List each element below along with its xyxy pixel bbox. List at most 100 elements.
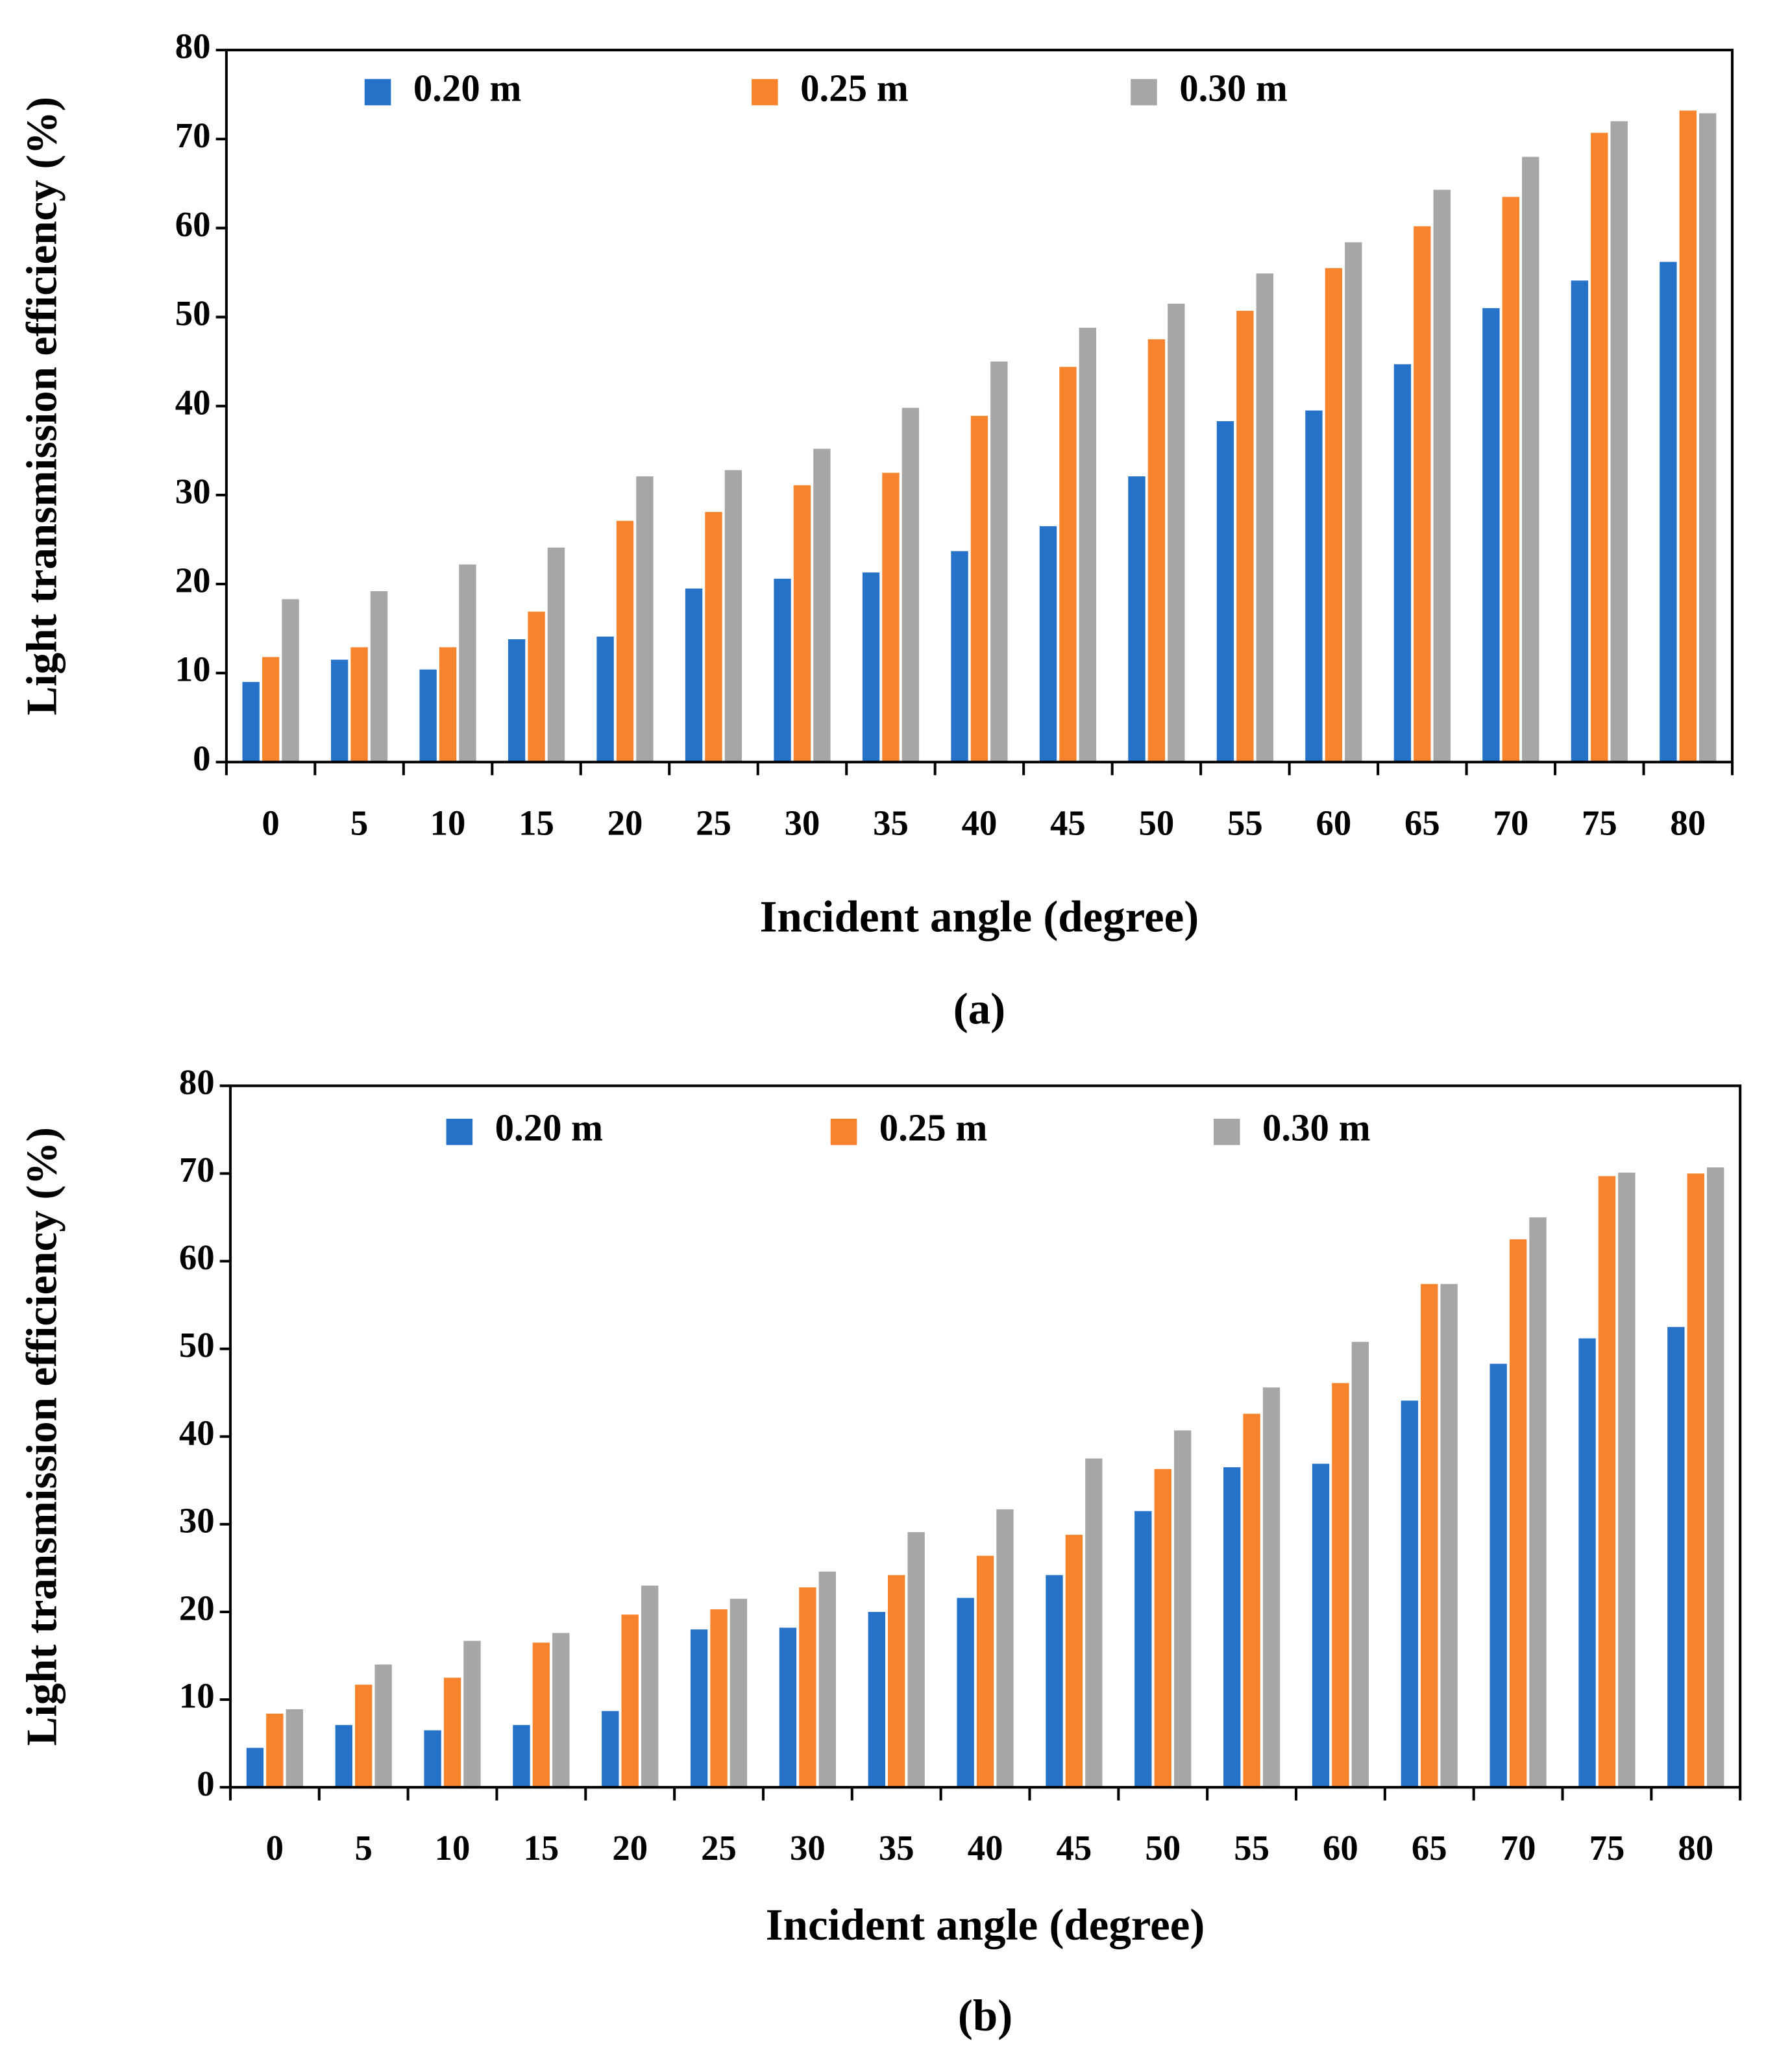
bar [705,511,722,762]
bar [1502,197,1520,762]
y-tick-label: 10 [179,1676,215,1716]
bar [1332,1383,1349,1788]
bar [1305,410,1323,762]
x-tick-label: 0 [262,803,279,842]
bar [374,1664,392,1788]
bar [1699,113,1717,762]
x-tick-label: 10 [435,1828,471,1868]
bar [1440,1284,1458,1788]
x-tick-label: 35 [879,1828,914,1868]
legend-label: 0.30 m [1179,67,1288,110]
bar [1046,1575,1063,1788]
bar [641,1585,659,1788]
bar [1168,304,1185,762]
bar [1059,367,1077,762]
bar [1128,476,1146,762]
x-tick-label: 10 [430,803,466,842]
bar [370,591,388,762]
y-tick-label: 0 [197,1764,214,1803]
x-tick-label: 25 [696,803,731,842]
bar [1345,242,1362,762]
bar [1522,156,1539,762]
bar [547,547,565,762]
bar [1509,1239,1527,1788]
bar [729,1598,748,1788]
x-tick-label: 75 [1582,803,1617,842]
bar [286,1709,303,1788]
bar [996,1509,1014,1788]
bar [330,659,349,762]
x-tick-label: 60 [1323,1828,1358,1868]
bar [1065,1535,1083,1788]
y-tick-label: 70 [175,116,211,155]
bar [1591,132,1608,762]
y-tick-label: 0 [193,738,210,778]
x-tick-label: 35 [873,803,909,842]
y-tick-label: 20 [175,561,211,600]
bar [990,361,1008,762]
bar [1173,1430,1192,1788]
x-tick-label: 80 [1678,1828,1713,1868]
y-tick-label: 10 [175,650,211,689]
bar [616,520,634,762]
bar [1216,421,1234,762]
bar [350,647,368,762]
bar [957,1598,974,1788]
bar [793,485,811,762]
bar [901,408,920,762]
bar [1351,1341,1369,1788]
bar [596,636,614,762]
caption: (a) [953,984,1005,1034]
bar [1667,1326,1685,1788]
x-tick-label: 65 [1404,803,1440,842]
bar [690,1629,708,1788]
bar [1598,1176,1616,1788]
y-tick-label: 80 [179,1062,215,1102]
bar [1401,1400,1419,1788]
y-tick-label: 60 [175,204,211,244]
bar [1482,308,1500,762]
bar [724,470,742,762]
legend-label: 0.30 m [1262,1107,1371,1149]
bar [976,1555,994,1788]
x-tick-label: 50 [1145,1828,1181,1868]
bar [459,564,476,762]
y-tick-label: 70 [179,1150,215,1189]
x-tick-label: 15 [519,803,554,842]
bar [1578,1338,1596,1788]
y-axis-label: Light transmission efficiency (%) [18,97,66,715]
bar [1529,1217,1547,1788]
bar [868,1612,885,1788]
bar [1687,1173,1704,1788]
bar [439,647,457,762]
bar [1660,262,1677,762]
bar [513,1725,530,1788]
bar [246,1748,264,1788]
bar [1223,1467,1241,1788]
x-tick-label: 45 [1057,1828,1092,1868]
x-tick-label: 65 [1412,1828,1447,1868]
bar [602,1711,619,1788]
bar [636,476,654,762]
bar [1707,1167,1724,1788]
bar [443,1677,461,1788]
bar [463,1640,481,1788]
bar [1154,1469,1171,1788]
x-tick-label: 70 [1493,803,1528,842]
bar [1039,526,1057,762]
bar [508,639,526,762]
bar [1134,1511,1152,1788]
bar [1262,1387,1281,1788]
legend-swatch [752,79,778,106]
bar [1312,1463,1330,1788]
bar [970,415,988,762]
bar [813,448,831,762]
x-tick-label: 30 [785,803,820,842]
x-tick-label: 40 [962,803,998,842]
bar [1571,280,1589,762]
x-axis-label: Incident angle (degree) [766,1900,1205,1949]
bar [424,1730,441,1788]
bar [1236,310,1254,762]
y-tick-label: 30 [179,1500,215,1540]
bar [1085,1458,1103,1788]
